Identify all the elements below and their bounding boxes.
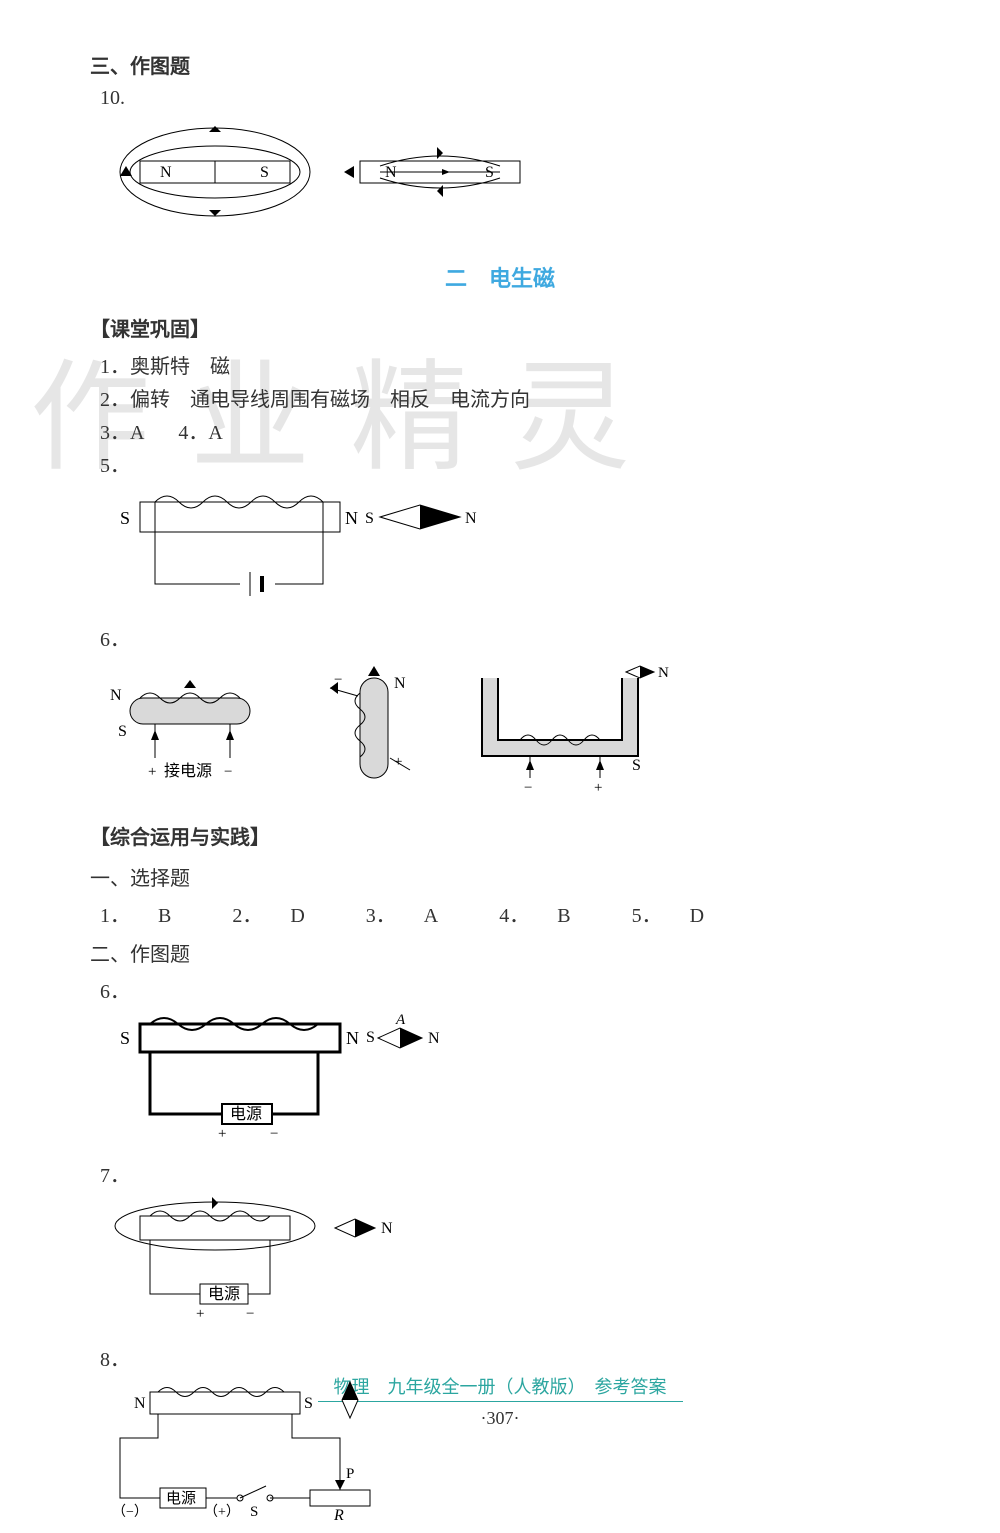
zonghe-q7-num: 7． bbox=[90, 1159, 910, 1188]
q6r-minus: − bbox=[524, 780, 532, 796]
zq7-minus: − bbox=[246, 1306, 254, 1322]
chapter-title: 二 电生磁 bbox=[90, 261, 910, 293]
zq8-plus: （+） bbox=[204, 1504, 240, 1520]
q6l-label: 接电源 bbox=[164, 762, 212, 780]
diagram-zonghe-q7: 电源 + − N bbox=[100, 1194, 910, 1329]
zq8-minus: （−） bbox=[112, 1504, 148, 1520]
zq8-R: R bbox=[333, 1507, 344, 1524]
magnet-left: N S bbox=[120, 126, 310, 216]
zq6-S: S bbox=[120, 1028, 130, 1048]
q10-num: 10. bbox=[90, 87, 910, 110]
diagram-ketang-q6: N S + 接电源 − N − + bbox=[100, 658, 910, 803]
zq8-S1: S bbox=[304, 1395, 313, 1412]
zonghe-q8-num: 8． bbox=[90, 1343, 910, 1372]
q6m-plus: + bbox=[394, 754, 402, 770]
ketang-a1: 1．奥斯特 磁 bbox=[90, 350, 910, 379]
q6r-S: S bbox=[632, 757, 641, 774]
q6l-S: S bbox=[118, 723, 127, 740]
q5-N: N bbox=[345, 508, 358, 528]
zq8-switch: S bbox=[250, 1504, 258, 1520]
zq6-plus: + bbox=[218, 1126, 226, 1140]
zq6-N1: N bbox=[346, 1028, 359, 1048]
label-N: N bbox=[160, 164, 172, 181]
zq7-src: 电源 bbox=[208, 1285, 240, 1303]
q6m-N: N bbox=[394, 675, 406, 692]
section3-heading: 三、作图题 bbox=[90, 50, 910, 79]
zonghe-choices: 1．B 2．D 3．A 4．B 5．D bbox=[90, 899, 910, 928]
q6l-minus: − bbox=[224, 764, 232, 780]
ketang-q6-num: 6． bbox=[90, 623, 910, 652]
zonghe-sec2-heading: 二、作图题 bbox=[90, 938, 910, 967]
q6-mid: N − + bbox=[330, 666, 410, 778]
zq6-minus: − bbox=[270, 1126, 278, 1140]
q6l-plus: + bbox=[148, 764, 156, 780]
zq6-A: A bbox=[395, 1012, 406, 1028]
ketang-heading: 【课堂巩固】 bbox=[90, 313, 910, 342]
diagram-zonghe-q8: N S N 电源 （−） （+） S bbox=[100, 1378, 910, 1533]
zonghe-heading: 【综合运用与实践】 bbox=[90, 821, 910, 850]
zq6-Sc: S bbox=[366, 1029, 375, 1046]
q5-compS: S bbox=[365, 510, 374, 527]
zq8-src: 电源 bbox=[166, 1490, 196, 1507]
label-S: S bbox=[260, 164, 269, 181]
zonghe-q6-num: 6． bbox=[90, 975, 910, 1004]
diagram-q10: N S N S bbox=[100, 116, 910, 231]
q6r-plus: + bbox=[594, 780, 602, 796]
q6-left: N S + 接电源 − bbox=[110, 680, 250, 780]
zq7-plus: + bbox=[196, 1306, 204, 1322]
zq8-P: P bbox=[346, 1466, 354, 1482]
diagram-ketang-q5: S N S N bbox=[100, 484, 910, 609]
zq6-src: 电源 bbox=[230, 1105, 262, 1123]
q5-S: S bbox=[120, 508, 130, 528]
q6r-N: N bbox=[658, 665, 669, 681]
q5-compN: N bbox=[465, 510, 477, 527]
zonghe-sec1-heading: 一、选择题 bbox=[90, 862, 910, 891]
diagram-zonghe-q6: S N 电源 + − S A N bbox=[100, 1010, 910, 1145]
zq8-N1: N bbox=[134, 1395, 146, 1412]
zq8-compN: N bbox=[346, 1378, 357, 1382]
ketang-a2: 2．偏转 通电导线周围有磁场 相反 电流方向 bbox=[90, 383, 910, 412]
ketang-q5-num: 5． bbox=[90, 449, 910, 478]
magnet-right: N S bbox=[344, 147, 520, 197]
zq6-N2: N bbox=[428, 1030, 440, 1047]
zq7-N: N bbox=[381, 1220, 393, 1237]
q6-right: S N + − bbox=[490, 665, 669, 796]
ketang-a3a4: 3．A 4．A bbox=[90, 416, 910, 445]
q6l-N: N bbox=[110, 687, 122, 704]
